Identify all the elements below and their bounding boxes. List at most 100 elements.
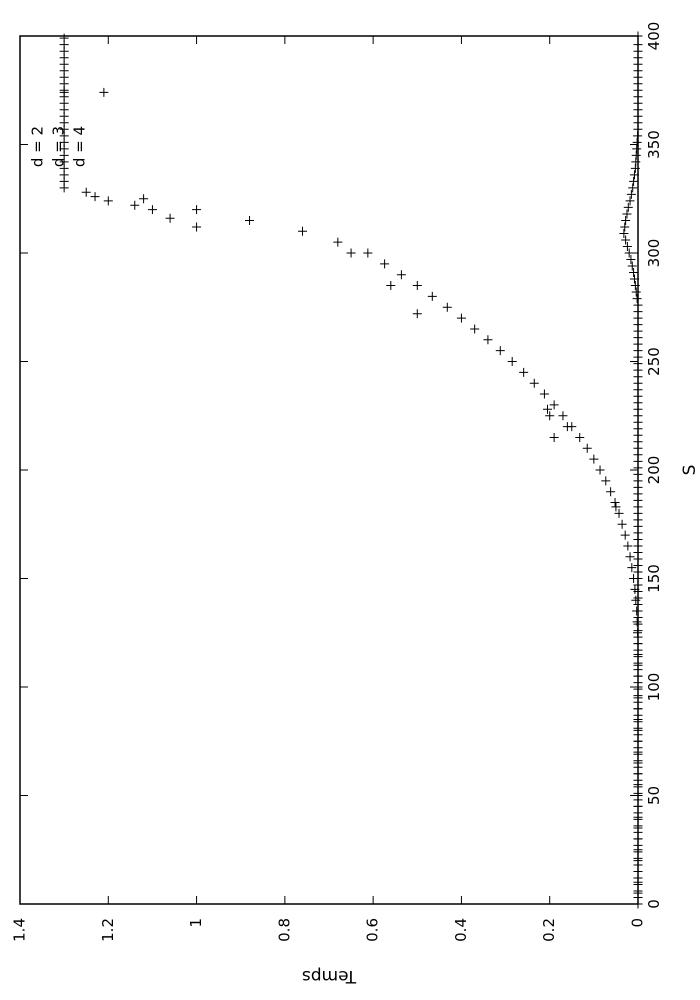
- y-tick-label: 0.2: [540, 918, 558, 942]
- point-d2: [627, 563, 637, 573]
- point-d4: [632, 294, 642, 304]
- point-d4: [622, 241, 632, 251]
- point-d2: [623, 541, 633, 551]
- point-d2: [614, 508, 624, 518]
- point-d4: [624, 248, 634, 258]
- point-d4: [630, 281, 640, 291]
- point-d2: [380, 259, 390, 269]
- point-d2: [245, 215, 255, 225]
- point-d3: [346, 248, 356, 258]
- point-d2: [606, 487, 616, 497]
- point-d2: [298, 226, 308, 236]
- point-d4: [623, 202, 633, 212]
- point-d2: [631, 595, 641, 605]
- point-d4: [629, 268, 639, 278]
- point-d2: [549, 400, 559, 410]
- x-tick-label: 0: [645, 899, 663, 909]
- point-d2: [396, 270, 406, 280]
- point-d2: [139, 194, 149, 204]
- point-d2: [601, 476, 611, 486]
- point-d2: [625, 552, 635, 562]
- point-d3: [165, 213, 175, 223]
- legend-label: d = 3: [50, 126, 68, 167]
- point-d3: [130, 200, 140, 210]
- point-d3: [549, 432, 559, 442]
- point-d2: [81, 187, 91, 197]
- x-tick-label: 100: [645, 673, 663, 702]
- point-d4: [619, 228, 629, 238]
- point-d4: [625, 196, 635, 206]
- point-d2: [620, 530, 630, 540]
- point-d3: [147, 205, 157, 215]
- point-d2: [589, 454, 599, 464]
- point-d2: [495, 346, 505, 356]
- x-tick-label: 350: [645, 130, 663, 159]
- y-tick-label: 0.6: [364, 918, 382, 942]
- x-tick-label: 200: [645, 456, 663, 485]
- point-d2: [483, 335, 493, 345]
- point-d4: [59, 33, 69, 43]
- point-d4: [621, 235, 631, 245]
- point-d4: [629, 176, 639, 186]
- point-d4: [631, 287, 641, 297]
- point-d2: [617, 519, 627, 529]
- point-d4: [633, 300, 643, 310]
- y-tick-label: 1.4: [11, 918, 29, 942]
- x-tick-label: 400: [645, 22, 663, 51]
- plot-frame: [19, 35, 639, 905]
- point-d3: [412, 309, 422, 319]
- point-d2: [427, 291, 437, 301]
- axes: [19, 35, 639, 905]
- ticks: [19, 35, 639, 905]
- point-d2: [456, 313, 466, 323]
- point-d4: [633, 40, 643, 50]
- point-d2: [507, 357, 517, 366]
- point-d2: [539, 389, 549, 399]
- point-d4: [620, 222, 630, 232]
- point-d2: [470, 324, 480, 334]
- point-d2: [412, 281, 422, 291]
- point-d4: [628, 183, 638, 193]
- point-d4: [627, 261, 637, 271]
- point-d3: [545, 411, 555, 421]
- point-d3: [562, 422, 572, 432]
- point-d4: [629, 170, 639, 180]
- point-d2: [610, 498, 620, 508]
- point-d3: [99, 87, 109, 97]
- point-d2: [582, 443, 592, 453]
- point-d4: [622, 209, 632, 219]
- y-tick-label: 1.2: [99, 918, 117, 942]
- point-d2: [529, 378, 539, 388]
- y-tick-label: 0.8: [275, 918, 293, 942]
- x-tick-label: 250: [645, 347, 663, 376]
- point-d3: [90, 192, 100, 202]
- point-d4: [626, 255, 636, 265]
- x-axis-title: S: [680, 465, 700, 476]
- x-tick-label: 50: [645, 786, 663, 805]
- point-d2: [192, 205, 202, 215]
- y-tick-label: 0.4: [452, 918, 470, 942]
- y-tick-label: 0: [629, 918, 647, 928]
- point-d2: [363, 248, 373, 258]
- point-d3: [543, 404, 553, 414]
- point-d2: [595, 465, 605, 475]
- point-d2: [575, 432, 585, 442]
- point-d4: [633, 31, 643, 41]
- point-d3: [192, 222, 202, 232]
- point-d2: [519, 367, 529, 377]
- point-d2: [333, 237, 343, 247]
- y-tick-label: 1: [187, 918, 205, 928]
- y-axis-title: Temps: [302, 966, 357, 986]
- point-d4: [629, 274, 639, 284]
- x-tick-label: 150: [645, 564, 663, 593]
- legend-label: d = 2: [29, 126, 47, 167]
- point-d3: [611, 502, 621, 512]
- marks: [59, 31, 643, 909]
- point-d2: [632, 617, 642, 627]
- tick-labels: 0 50 100 150 200 250 300 350 400 0 0.2 0.4 0.6 0.8 1 1.…: [11, 22, 664, 942]
- point-d4: [626, 189, 636, 199]
- point-d2: [442, 302, 452, 312]
- point-d4: [621, 215, 631, 225]
